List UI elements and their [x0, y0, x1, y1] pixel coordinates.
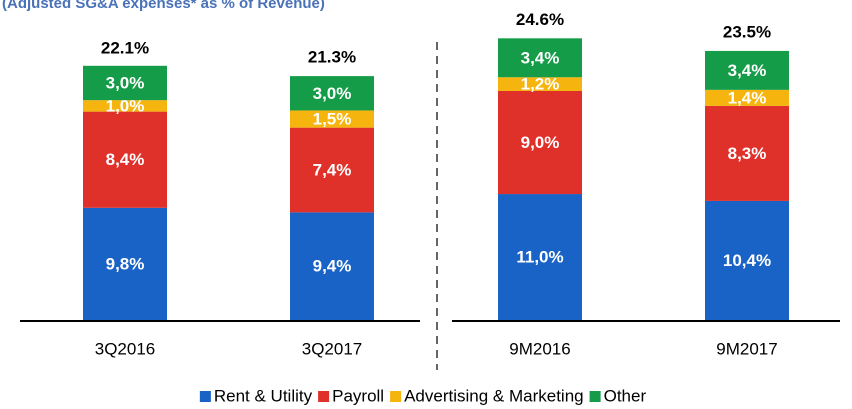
bar-segment [498, 194, 582, 320]
total-label: 24.6% [516, 10, 564, 29]
total-label: 21.3% [308, 48, 356, 67]
data-label: 7,4% [313, 160, 352, 179]
legend-swatch [589, 391, 601, 402]
data-label: 9,0% [521, 133, 560, 152]
data-label: 1,5% [313, 110, 352, 129]
legend-swatch [199, 391, 211, 402]
bar-segment [705, 105, 789, 201]
bar-segment [705, 200, 789, 320]
bar-segment [290, 110, 374, 128]
legend-label: Payroll [332, 386, 384, 405]
bar-segment [83, 65, 167, 101]
data-label: 10,4% [723, 251, 771, 270]
data-label: 9,4% [313, 257, 352, 276]
bar-segment [498, 38, 582, 78]
bar-segment [83, 111, 167, 208]
x-tick-label: 3Q2016 [95, 339, 156, 358]
bar-segment [498, 91, 582, 195]
data-label: 1,0% [106, 96, 145, 115]
data-label: 8,3% [728, 144, 767, 163]
bar-segment [705, 89, 789, 106]
data-label: 8,4% [106, 150, 145, 169]
x-tick-label: 3Q2017 [302, 339, 363, 358]
bar-segment [290, 76, 374, 111]
data-label: 3,4% [728, 61, 767, 80]
legend-label: Rent & Utility [214, 386, 313, 405]
bar-segment [83, 100, 167, 112]
legend-label: Advertising & Marketing [404, 386, 584, 405]
data-label: 3,4% [521, 48, 560, 67]
chart-title: (Adjusted SG&A expenses* as % of Revenue… [2, 0, 325, 12]
data-label: 3,0% [106, 73, 145, 92]
legend-label: Other [604, 386, 647, 405]
total-label: 23.5% [723, 22, 771, 41]
total-label: 22.1% [101, 38, 149, 57]
x-tick-label: 9M2017 [716, 339, 777, 358]
legend-swatch [390, 391, 402, 402]
data-label: 9,8% [106, 254, 145, 273]
bar-segment [83, 207, 167, 320]
bar-segment [498, 77, 582, 91]
data-label: 1,2% [521, 75, 560, 94]
data-label: 1,4% [728, 88, 767, 107]
bar-segment [290, 212, 374, 320]
data-label: 11,0% [516, 248, 563, 267]
bar-segment [705, 50, 789, 90]
data-label: 3,0% [313, 84, 352, 103]
x-tick-label: 9M2016 [509, 339, 570, 358]
legend-swatch [318, 391, 330, 402]
bar-segment [290, 127, 374, 213]
